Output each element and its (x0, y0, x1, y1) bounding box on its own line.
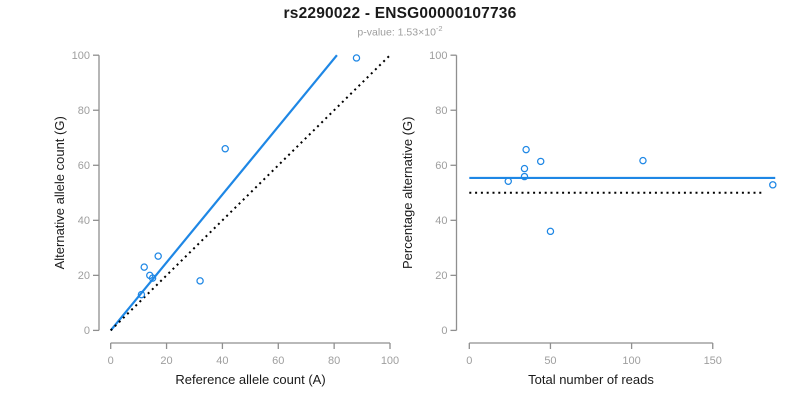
data-point (522, 145, 530, 154)
regression-line (109, 54, 338, 332)
data-point (221, 145, 229, 153)
figure-subtitle: p-value: 1.53×10-2 (0, 24, 800, 39)
data-point (520, 172, 529, 181)
y-tick-label: 100 (72, 50, 90, 62)
y-tick-label: 20 (78, 270, 90, 282)
y-tick-label: 60 (78, 160, 90, 172)
y-tick-label: 40 (78, 215, 90, 227)
data-point (196, 277, 204, 285)
y-tick-label: 80 (435, 105, 447, 117)
x-tick-label: 80 (328, 355, 340, 367)
y-tick-label: 80 (78, 105, 90, 117)
y-tick-label: 0 (84, 325, 90, 337)
x-axis-title: Reference allele count (A) (175, 372, 325, 387)
x-axis-title: Total number of reads (528, 372, 654, 387)
x-tick-label: 0 (466, 355, 472, 367)
data-point (520, 164, 529, 173)
pvalue-text: p-value: 1.53×10 (357, 26, 436, 39)
y-axis-title: Percentage alternative (G) (400, 117, 415, 269)
data-point (137, 290, 146, 299)
y-tick-label: 60 (435, 160, 447, 172)
pvalue-exponent: -2 (435, 24, 443, 33)
y-tick-label: 0 (441, 325, 447, 337)
y-tick-label: 100 (429, 50, 447, 62)
data-point (639, 156, 647, 165)
allele-counts-plot: 0 20 40 60 80 100 0 20 40 60 80 100 Reference allele… (52, 50, 399, 387)
x-tick-label: 0 (108, 355, 114, 367)
data-point (352, 54, 361, 62)
figure-title: rs2290022 - ENSG00000107736 (283, 5, 517, 22)
identity-line (109, 54, 391, 332)
data-point (536, 157, 545, 166)
y-tick-label: 40 (435, 215, 447, 227)
y-tick-label: 20 (435, 270, 447, 282)
x-tick-label: 100 (622, 355, 640, 367)
percentage-vs-reads-plot: 0 20 40 60 80 100 0 50 100 150 Total number of rea… (400, 50, 777, 387)
data-point (154, 252, 162, 260)
x-tick-label: 150 (704, 355, 722, 367)
data-point (769, 181, 777, 189)
x-tick-label: 40 (216, 355, 228, 367)
data-point (148, 274, 157, 282)
data-point (140, 263, 148, 271)
y-axis-title: Alternative allele count (G) (52, 116, 67, 269)
x-tick-label: 20 (160, 355, 172, 367)
data-point (546, 227, 555, 236)
x-tick-label: 50 (544, 355, 556, 367)
data-point (504, 177, 512, 185)
x-tick-label: 60 (272, 355, 284, 367)
x-tick-label: 100 (381, 355, 399, 367)
